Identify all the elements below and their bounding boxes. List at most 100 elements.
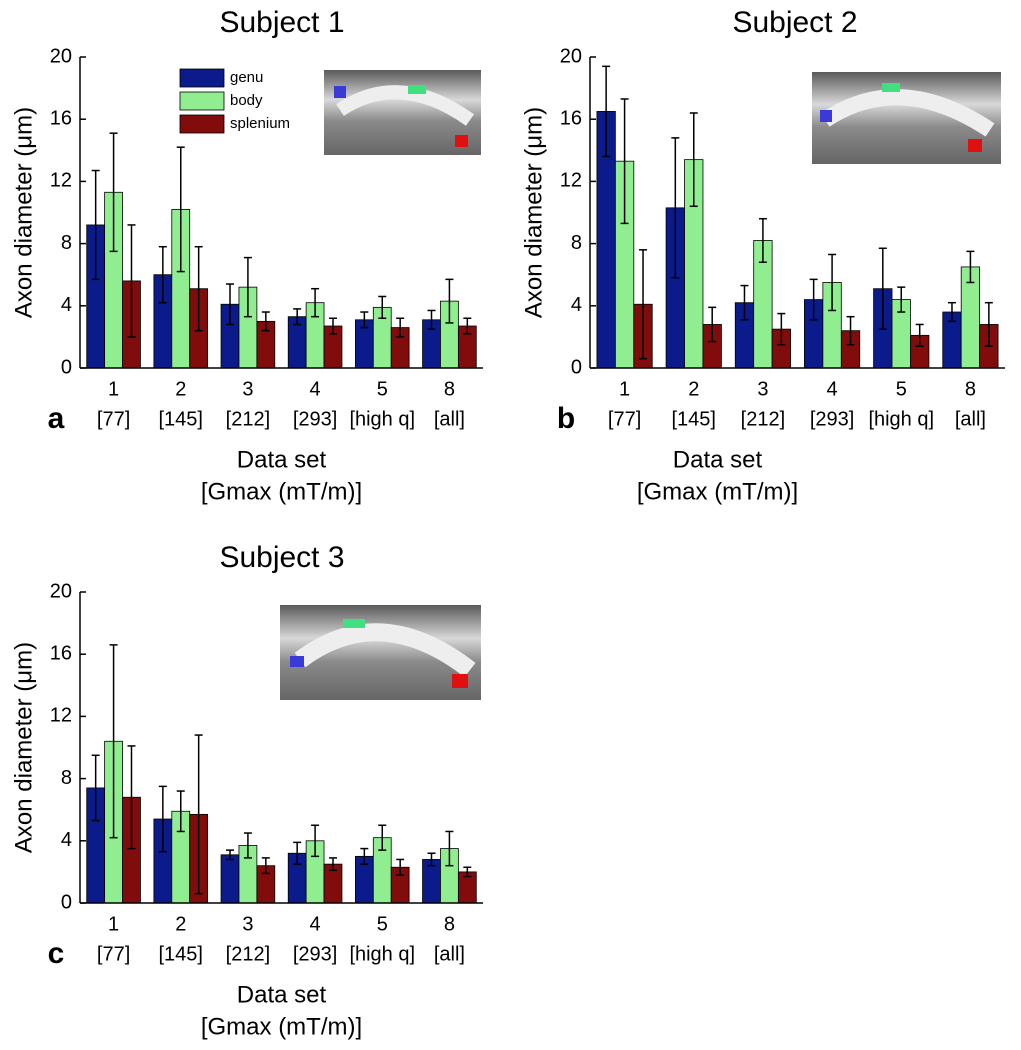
error-bar (293, 308, 302, 326)
x-tick-sublabel: [212] (226, 408, 270, 430)
brain-inset (324, 70, 481, 155)
error-bar (396, 317, 405, 338)
y-tick-label: 4 (61, 294, 72, 316)
error-bar (311, 287, 320, 318)
y-axis-label: Axon diameter (μm) (10, 107, 37, 318)
error-bar (777, 312, 786, 346)
brain-inset (812, 72, 1001, 164)
y-axis-label: Axon diameter (μm) (520, 107, 547, 318)
panel-letter: c (48, 937, 65, 970)
error-bar (828, 253, 837, 312)
y-tick-label: 0 (571, 356, 582, 378)
y-axis-label: Axon diameter (μm) (10, 642, 37, 853)
error-bar (378, 295, 387, 319)
error-bar (689, 112, 698, 208)
x-tick-sublabel: [212] (226, 943, 270, 965)
error-bar (671, 137, 680, 279)
x-tick-sublabel: [all] (955, 408, 986, 430)
legend-label: body (230, 92, 263, 109)
x-tick-label: 2 (175, 913, 186, 935)
error-bar (328, 857, 337, 872)
x-tick-label: 3 (242, 378, 253, 400)
error-bar (463, 866, 472, 878)
legend-label: genu (230, 69, 263, 86)
error-bar (109, 132, 118, 253)
error-bar (620, 98, 629, 225)
x-tick-label: 4 (310, 378, 321, 400)
x-axis-label: Data set (673, 446, 763, 473)
x-tick-label: 1 (619, 378, 630, 400)
y-tick-label: 0 (61, 891, 72, 913)
error-bar (360, 847, 369, 865)
x-axis-label: [Gmax (mT/m)] (637, 478, 798, 505)
x-tick-label: 4 (310, 913, 321, 935)
chart-title: Subject 1 (219, 6, 344, 39)
y-tick-label: 8 (61, 232, 72, 254)
y-tick-label: 8 (571, 232, 582, 254)
x-tick-sublabel: [145] (159, 408, 203, 430)
x-tick-label: 5 (377, 913, 388, 935)
y-tick-label: 16 (560, 107, 582, 129)
error-bar (984, 301, 993, 347)
legend-swatch (179, 68, 225, 88)
x-tick-sublabel: [high q] (868, 408, 934, 430)
x-tick-sublabel: [77] (97, 408, 130, 430)
x-tick-sublabel: [293] (810, 408, 854, 430)
panel-letter: b (557, 402, 575, 435)
x-axis-label: Data set (237, 446, 327, 473)
error-bar (878, 247, 887, 330)
x-tick-label: 2 (688, 378, 699, 400)
x-tick-sublabel: [77] (608, 408, 641, 430)
y-tick-label: 12 (560, 170, 582, 192)
x-tick-label: 8 (444, 913, 455, 935)
error-bar (226, 283, 235, 326)
error-bar (463, 317, 472, 335)
x-tick-sublabel: [all] (434, 408, 465, 430)
x-tick-sublabel: [293] (293, 408, 337, 430)
error-bar (897, 286, 906, 313)
panel-letter: a (48, 402, 65, 435)
brain-inset (280, 605, 481, 700)
bar (220, 854, 240, 904)
error-bar (293, 841, 302, 865)
x-tick-label: 1 (108, 913, 119, 935)
legend-swatch (179, 114, 225, 134)
y-tick-label: 4 (571, 294, 582, 316)
x-tick-sublabel: [145] (159, 943, 203, 965)
x-tick-sublabel: [145] (672, 408, 716, 430)
error-bar (602, 65, 611, 158)
y-tick-label: 16 (50, 107, 72, 129)
error-bar (261, 311, 270, 332)
error-bar (176, 146, 185, 273)
error-bar (809, 278, 818, 321)
chart-title: Subject 3 (219, 541, 344, 574)
error-bar (328, 317, 337, 335)
error-bar (966, 250, 975, 284)
error-bar (445, 830, 454, 867)
x-tick-label: 1 (108, 378, 119, 400)
y-tick-label: 12 (50, 705, 72, 727)
x-tick-sublabel: [high q] (349, 408, 415, 430)
error-bar (226, 849, 235, 861)
y-tick-label: 16 (50, 642, 72, 664)
error-bar (194, 245, 203, 332)
error-bar (311, 824, 320, 858)
x-tick-label: 3 (757, 378, 768, 400)
error-bar (639, 249, 648, 360)
x-tick-label: 8 (444, 378, 455, 400)
x-tick-sublabel: [293] (293, 943, 337, 965)
y-tick-label: 4 (61, 829, 72, 851)
error-bar (194, 734, 203, 895)
x-tick-label: 5 (896, 378, 907, 400)
error-bar (158, 785, 167, 853)
error-bar (243, 832, 252, 859)
x-tick-label: 8 (965, 378, 976, 400)
error-bar (947, 301, 956, 323)
error-bar (846, 315, 855, 346)
error-bar (243, 256, 252, 318)
y-tick-label: 12 (50, 170, 72, 192)
y-tick-label: 20 (560, 45, 582, 67)
x-axis-label: [Gmax (mT/m)] (201, 478, 362, 505)
error-bar (109, 644, 118, 839)
x-axis-label: [Gmax (mT/m)] (201, 1013, 362, 1040)
